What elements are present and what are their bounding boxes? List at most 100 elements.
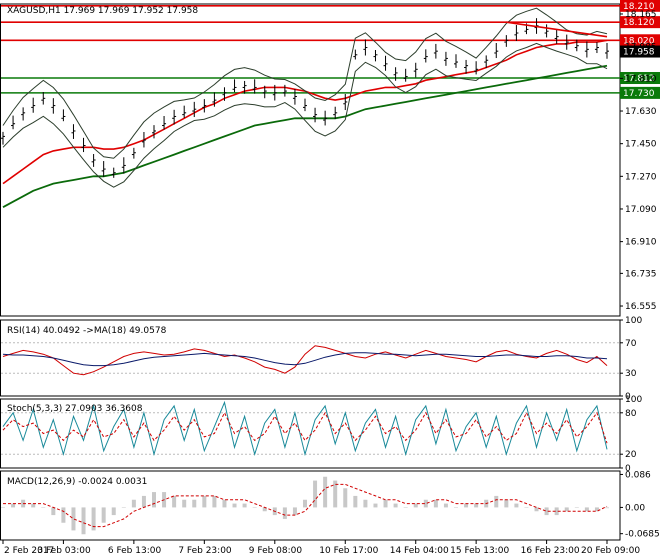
band-upper-line — [2, 7, 608, 159]
macd-tick-label: 0.086 — [625, 470, 651, 480]
macd-hist-bar — [242, 503, 247, 508]
macd-hist-bar — [454, 507, 458, 508]
rsi-tick-label: 70 — [625, 339, 637, 349]
macd-hist-bar — [303, 499, 307, 508]
macd-hist-bar — [514, 503, 519, 508]
macd-hist-bar — [464, 503, 469, 508]
x-tick-label: 2 Feb 2017 — [4, 546, 54, 556]
price-tick-label: 17.630 — [625, 107, 657, 117]
macd-hist-bar — [373, 503, 378, 508]
macd-hist-bar — [544, 507, 549, 516]
macd-hist-bar — [121, 507, 126, 508]
macd-label: MACD(12,26,9) -0.0024 0.0031 — [7, 477, 147, 487]
stoch-tick-label: 20 — [625, 450, 637, 460]
macd-hist-bar — [81, 507, 86, 535]
pane-frame — [0, 3, 621, 317]
level-tag — [620, 72, 660, 85]
macd-hist-bar — [323, 476, 328, 508]
x-tick-label: 7 Feb 23:00 — [178, 546, 232, 556]
macd-hist-bar — [474, 503, 479, 508]
x-tick-label: 15 Feb 13:00 — [450, 546, 509, 556]
macd-hist-bar — [71, 507, 76, 531]
current-price-label: 17.958 — [623, 48, 655, 58]
macd-hist-bar — [494, 495, 499, 508]
macd-hist-bar — [91, 507, 96, 531]
rsi-label: RSI(14) 40.0492 ->MA(18) 49.0578 — [7, 326, 167, 336]
macd-hist-bar — [363, 499, 368, 508]
price-tick-label: 16.910 — [625, 238, 657, 248]
level-tag — [620, 34, 660, 47]
x-tick-label: 9 Feb 08:00 — [249, 546, 303, 556]
price-tick-label: 17.450 — [625, 140, 657, 150]
macd-hist-bar — [504, 499, 509, 508]
x-tick-label: 10 Feb 17:00 — [319, 546, 378, 556]
macd-hist-bar — [383, 499, 388, 508]
macd-hist-bar — [443, 503, 448, 508]
macd-hist-bar — [584, 507, 589, 512]
macd-hist-bar — [31, 503, 36, 508]
price-tick-label: 16.555 — [625, 302, 657, 312]
macd-hist-bar — [433, 499, 438, 508]
level-tag — [620, 0, 660, 12]
current-price-tag — [620, 45, 660, 58]
macd-hist-bar — [594, 507, 599, 512]
macd-hist-bar — [111, 507, 116, 516]
chart-title: XAGUSD,H1 17.969 17.969 17.952 17.958 — [7, 6, 198, 16]
stoch-tick-label: 100 — [625, 395, 642, 405]
macd-hist-bar — [292, 507, 297, 516]
level-label: 18.210 — [623, 2, 655, 12]
x-tick-label: 3 Feb 03:00 — [37, 546, 91, 556]
rsi-ma-line — [2, 352, 608, 367]
pane-frame — [0, 470, 621, 541]
macd-hist-bar — [152, 492, 156, 508]
macd-hist-bar — [343, 488, 348, 508]
level-label: 18.120 — [623, 18, 655, 28]
rsi-tick-label: 0 — [625, 392, 631, 402]
macd-hist-bar — [41, 507, 46, 508]
macd-hist-bar — [192, 499, 197, 508]
pane-frame — [0, 319, 621, 397]
macd-hist-bar — [131, 499, 136, 508]
macd-hist-bar — [313, 480, 318, 508]
macd-signal-line — [3, 483, 608, 528]
macd-hist-bar — [202, 495, 207, 508]
macd-pane: 0.086 0.00 -0.0685 MACD(12,26,9) -0.0024 0.… — [0, 470, 660, 541]
price-tick-label: 16.735 — [625, 269, 657, 279]
macd-tick-label: -0.0685 — [625, 530, 660, 540]
level-label: 17.730 — [623, 89, 655, 99]
level-tag — [620, 86, 660, 99]
stoch-tick-label: 0 — [625, 464, 631, 474]
macd-hist-bar — [605, 507, 609, 509]
x-tick-label: 6 Feb 13:00 — [108, 546, 162, 556]
rsi-pane: 100 70 30 0 RSI(14) 40.0492 ->MA(18) 49.0578 — [0, 316, 642, 402]
rsi-tick-label: 30 — [625, 369, 637, 379]
macd-hist-bar — [212, 495, 217, 508]
macd-hist-bar — [413, 503, 418, 508]
rsi-tick-label: 100 — [625, 316, 642, 326]
x-tick-label: 16 Feb 23:00 — [521, 546, 580, 556]
x-tick-label: 20 Feb 09:00 — [581, 546, 640, 556]
price-tick-label: 17.090 — [625, 205, 657, 215]
macd-hist-bar — [182, 499, 187, 508]
rsi-line — [2, 345, 608, 376]
price-tick-label: 17.810 — [625, 74, 657, 84]
macd-hist-bar — [141, 495, 146, 508]
macd-hist-bar — [423, 499, 428, 508]
macd-hist-bar — [51, 507, 56, 516]
macd-hist-bar — [61, 507, 66, 523]
macd-hist-bar — [554, 507, 559, 516]
stoch-tick-label: 80 — [625, 409, 637, 419]
band-lower-line — [2, 42, 608, 188]
macd-hist-bar — [534, 507, 539, 512]
macd-hist-bar — [524, 507, 529, 508]
trend-line — [506, 21, 608, 38]
x-tick-label: 14 Feb 04:00 — [390, 546, 449, 556]
macd-hist-bar — [1, 507, 5, 508]
macd-hist-bar — [222, 499, 227, 508]
macd-hist-bar — [252, 507, 257, 508]
pane-frame — [0, 398, 621, 469]
macd-hist-bar — [172, 495, 177, 508]
stoch-pane: 100 80 20 0 Stoch(5,3,3) 27.0903 36.3608 — [0, 395, 642, 474]
